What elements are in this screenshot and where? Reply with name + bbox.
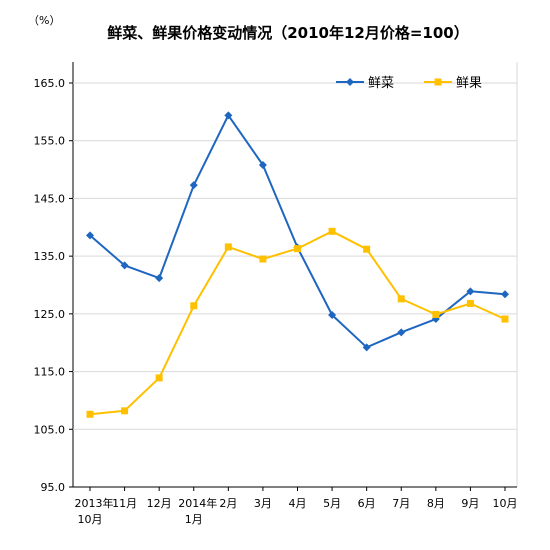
data-point [155,374,163,382]
data-point [328,311,337,320]
gridlines [73,82,517,430]
data-point [362,343,371,352]
y-axis-unit-label: （%） [28,14,60,27]
data-point [190,302,198,310]
legend: 鲜菜 鲜果 [336,76,482,91]
x-tick-label: 10月 [78,513,103,526]
data-point [501,315,509,323]
data-point [466,287,475,296]
x-tick-label: 12月 [147,497,172,510]
x-tick-label: 11月 [112,497,137,510]
y-tick-label: 145.0 [34,192,66,205]
x-tick-label: 3月 [254,497,272,510]
y-tick-label: 135.0 [34,250,66,263]
x-tick-label: 6月 [358,497,376,510]
data-point [224,243,232,251]
legend-marker [346,78,354,86]
legend-marker [434,78,442,86]
data-point [432,310,440,318]
data-point [397,328,406,337]
data-point [258,160,267,169]
x-tick-label: 7月 [392,497,410,510]
x-tick-label: 5月 [323,497,341,510]
chart-title: 鲜菜、鲜果价格变动情况（2010年12月价格=100） [107,24,469,42]
x-tick-label: 10月 [493,497,518,510]
x-axis-ticks: 2013年 10月 11月 12月 2014年 1月 2月 3月 4月 5月 6月 7月 8月 9月 10月 [75,487,518,526]
x-tick-label: 4月 [289,497,307,510]
y-tick-label: 165.0 [34,77,66,90]
y-tick-label: 95.0 [41,481,66,494]
data-point [224,111,233,120]
data-point [328,227,336,235]
series-鲜菜 [86,111,509,352]
data-point [363,245,371,253]
x-tick-label: 2014年 [178,496,217,510]
data-point [121,407,129,415]
data-point [155,274,164,283]
y-tick-label: 155.0 [34,135,66,148]
x-tick-label: 2月 [219,497,237,510]
series-鲜果 [86,227,509,418]
x-tick-label: 2013年 [75,496,114,510]
data-point [397,295,405,303]
x-tick-label: 1月 [185,513,203,526]
y-axis-ticks: 95.0 105.0 115.0 125.0 135.0 145.0 155.0 165.0 [34,77,73,494]
data-point [189,181,198,190]
data-point [466,299,474,307]
legend-label: 鲜菜 [368,76,394,91]
data-point [86,231,94,240]
data-point [86,410,94,418]
legend-item: 鲜菜 [336,76,394,91]
series-line [89,230,506,416]
data-point [294,245,301,253]
data-point [120,261,129,270]
data-point [259,255,267,263]
x-tick-label: 9月 [461,497,479,510]
y-tick-label: 115.0 [34,366,66,379]
y-tick-label: 105.0 [34,423,66,436]
y-tick-label: 125.0 [34,308,66,321]
data-point [501,290,509,299]
legend-item: 鲜果 [424,76,482,91]
x-tick-label: 8月 [427,497,445,510]
legend-label: 鲜果 [456,76,482,91]
series-lines [86,111,509,418]
